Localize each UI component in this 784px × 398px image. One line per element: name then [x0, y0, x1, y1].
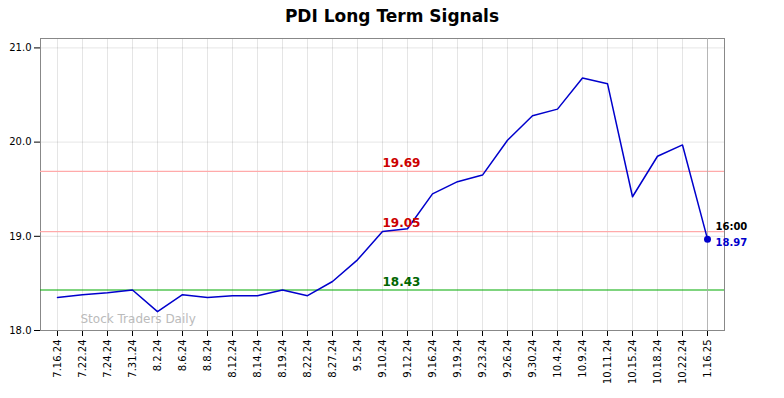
svg-text:19.05: 19.05 — [383, 216, 421, 230]
svg-text:8.6.24: 8.6.24 — [177, 340, 188, 372]
svg-text:9.12.24: 9.12.24 — [402, 340, 413, 378]
svg-text:9.30.24: 9.30.24 — [527, 340, 538, 378]
svg-text:7.24.24: 7.24.24 — [102, 340, 113, 378]
svg-text:9.16.24: 9.16.24 — [427, 340, 438, 378]
svg-text:8.19.24: 8.19.24 — [277, 340, 288, 378]
svg-text:9.23.24: 9.23.24 — [477, 340, 488, 378]
svg-text:20.0: 20.0 — [9, 136, 31, 147]
svg-text:7.31.24: 7.31.24 — [127, 340, 138, 378]
svg-text:9.19.24: 9.19.24 — [452, 340, 463, 378]
svg-text:Stock Traders Daily: Stock Traders Daily — [81, 312, 196, 326]
svg-text:8.8.24: 8.8.24 — [202, 340, 213, 372]
svg-text:18.97: 18.97 — [716, 237, 748, 248]
svg-text:19.0: 19.0 — [9, 231, 31, 242]
svg-text:10.9.24: 10.9.24 — [577, 340, 588, 378]
svg-text:16:00: 16:00 — [716, 221, 748, 232]
svg-text:10.15.24: 10.15.24 — [627, 340, 638, 385]
svg-text:9.26.24: 9.26.24 — [502, 340, 513, 378]
svg-text:9.10.24: 9.10.24 — [377, 340, 388, 378]
svg-text:18.43: 18.43 — [383, 275, 421, 289]
svg-text:10.4.24: 10.4.24 — [552, 340, 563, 378]
html-text:PDI Long Term Signals: PDI Long Term Signals — [284, 6, 500, 26]
svg-text:10.18.24: 10.18.24 — [652, 340, 663, 385]
svg-text:8.2.24: 8.2.24 — [152, 340, 163, 372]
svg-text:9.5.24: 9.5.24 — [352, 340, 363, 372]
svg-text:19.69: 19.69 — [383, 156, 421, 170]
svg-text:8.27.24: 8.27.24 — [327, 340, 338, 378]
svg-text:7.22.24: 7.22.24 — [77, 340, 88, 378]
svg-text:1.16.25: 1.16.25 — [702, 340, 713, 378]
svg-text:18.0: 18.0 — [9, 325, 31, 336]
svg-text:10.11.24: 10.11.24 — [602, 340, 613, 385]
svg-text:10.22.24: 10.22.24 — [677, 340, 688, 385]
svg-text:8.12.24: 8.12.24 — [227, 340, 238, 378]
svg-text:8.14.24: 8.14.24 — [252, 340, 263, 378]
svg-text:21.0: 21.0 — [9, 42, 31, 53]
svg-text:7.16.24: 7.16.24 — [52, 340, 63, 378]
svg-text:8.22.24: 8.22.24 — [302, 340, 313, 378]
